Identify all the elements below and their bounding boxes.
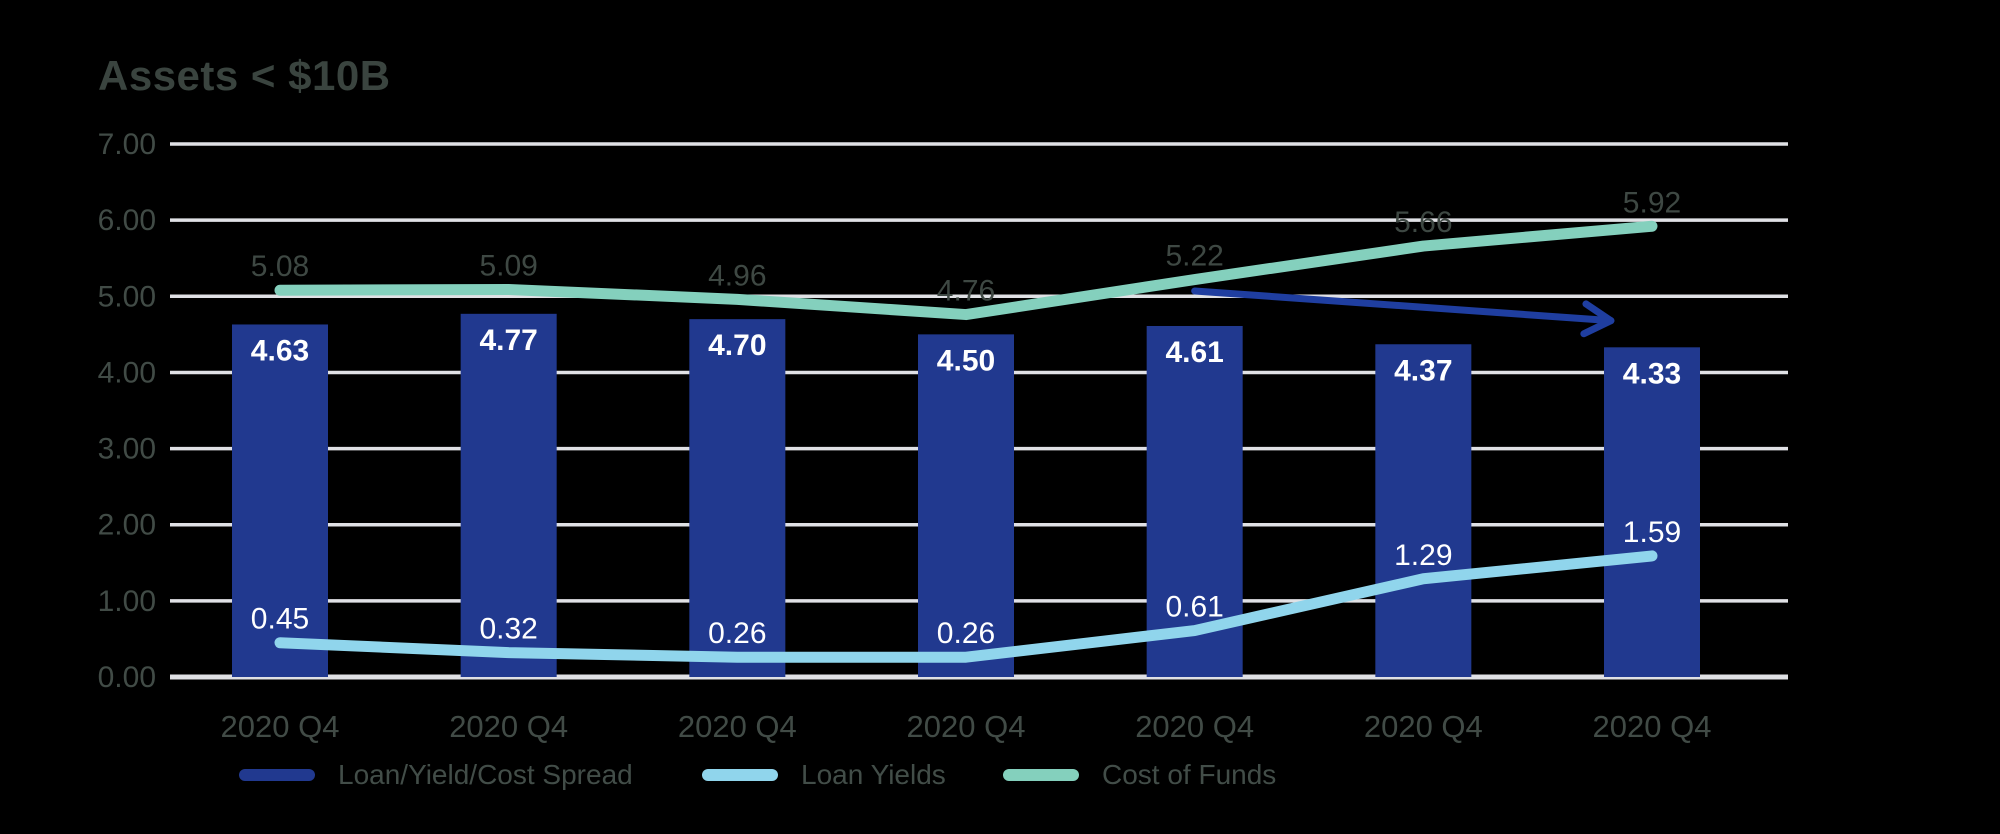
bar [1375, 344, 1472, 677]
x-axis-label: 2020 Q4 [449, 709, 568, 744]
bar-value-label: 4.37 [1394, 354, 1452, 387]
bar [232, 324, 328, 677]
line-value-label-loan-yields: 0.32 [479, 613, 537, 646]
x-axis-label: 2020 Q4 [1364, 709, 1483, 744]
bar-value-label: 4.63 [251, 334, 309, 367]
legend-label-loan-yield-cost-spread: Loan/Yield/Cost Spread [338, 759, 633, 790]
x-axis-label: 2020 Q4 [221, 709, 340, 744]
legend-item-cost-of-funds: Cost of Funds [1003, 759, 1277, 790]
line-value-label-cost-of-funds: 4.76 [937, 275, 995, 308]
y-axis-label: 0.00 [98, 661, 156, 694]
legend-swatch-loan-yield-cost-spread [239, 769, 315, 781]
bar-value-label: 4.33 [1623, 357, 1681, 390]
trend-arrow [1191, 287, 1615, 325]
x-axis-label: 2020 Q4 [907, 709, 1026, 744]
y-axis-label: 3.00 [98, 433, 156, 466]
y-axis-label: 1.00 [98, 585, 156, 618]
bar [918, 334, 1015, 677]
bar [460, 313, 557, 677]
y-axis-label: 5.00 [98, 280, 156, 313]
y-axis-label: 4.00 [98, 356, 156, 389]
line-value-label-cost-of-funds: 4.96 [708, 259, 766, 292]
line-value-label-cost-of-funds: 5.66 [1394, 206, 1452, 239]
legend-item-loan-yields: Loan Yields [702, 759, 946, 790]
x-axis-label: 2020 Q4 [1593, 709, 1712, 744]
legend-label-loan-yields: Loan Yields [801, 759, 946, 790]
line-value-label-cost-of-funds: 5.22 [1165, 240, 1223, 273]
y-axis-label: 7.00 [98, 128, 156, 161]
bar-value-label: 4.61 [1165, 336, 1223, 369]
bar-value-label: 4.77 [479, 324, 537, 357]
legend-swatch-loan-yields [702, 769, 778, 781]
legend-item-loan-yield-cost-spread: Loan/Yield/Cost Spread [239, 759, 633, 790]
x-axis-label: 2020 Q4 [678, 709, 797, 744]
line-cost-of-funds [274, 220, 1658, 321]
line-loan-yields [274, 550, 1658, 663]
bar-value-label: 4.50 [937, 344, 995, 377]
x-axis-label: 2020 Q4 [1135, 709, 1254, 744]
line-value-label-loan-yields: 0.45 [251, 603, 309, 636]
line-value-label-cost-of-funds: 5.09 [479, 249, 537, 282]
y-axis-label: 2.00 [98, 509, 156, 542]
line-value-label-loan-yields: 1.59 [1623, 516, 1681, 549]
legend-swatch-cost-of-funds [1003, 769, 1079, 781]
chart-title: Assets < $10B [98, 52, 391, 99]
bar-value-label: 4.70 [708, 329, 766, 362]
line-value-label-loan-yields: 0.26 [937, 617, 995, 650]
line-value-label-loan-yields: 0.26 [708, 617, 766, 650]
legend-label-cost-of-funds: Cost of Funds [1102, 759, 1277, 790]
line-value-label-cost-of-funds: 5.92 [1623, 186, 1681, 219]
y-axis-label: 6.00 [98, 204, 156, 237]
line-value-label-loan-yields: 1.29 [1394, 539, 1452, 572]
line-value-label-cost-of-funds: 5.08 [251, 250, 309, 283]
bar [689, 319, 786, 677]
line-value-label-loan-yields: 0.61 [1165, 591, 1223, 624]
bar [1604, 347, 1701, 677]
trend-arrow-head [1580, 317, 1615, 338]
trend-arrow-head [1582, 300, 1615, 325]
